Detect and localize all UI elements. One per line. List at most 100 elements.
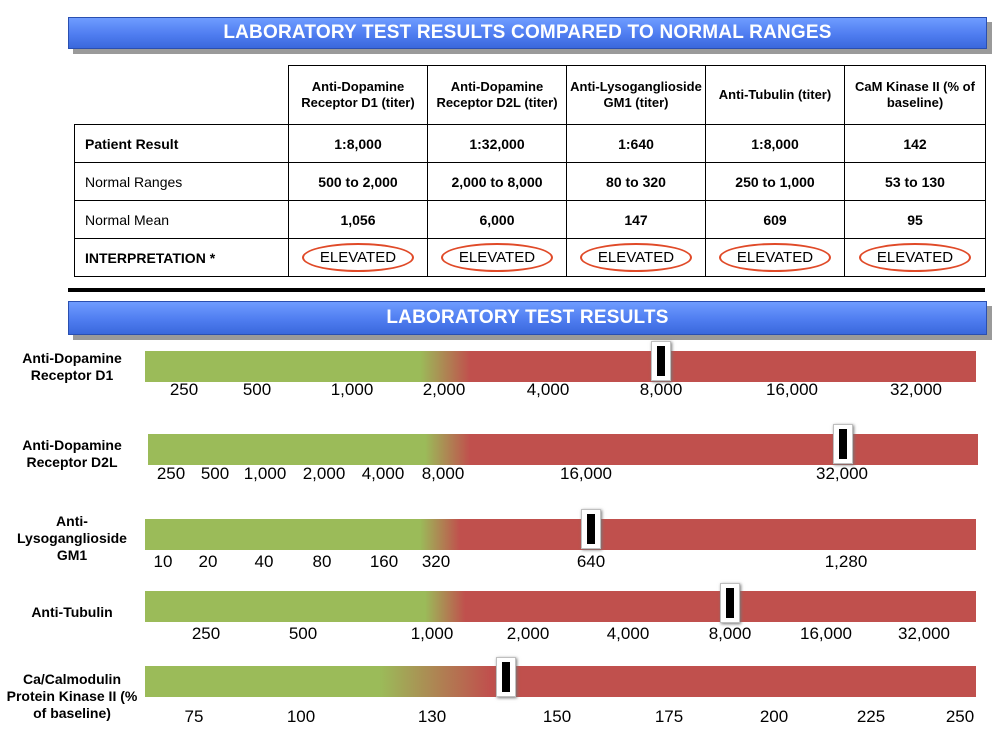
table-cell: 609 (705, 200, 845, 239)
results-title-banner: LABORATORY TEST RESULTS (68, 301, 987, 335)
table-cell: ELEVATED (427, 238, 567, 277)
tick-label: 2,000 (506, 624, 550, 643)
gauge-label: Anti-Tubulin (31, 604, 113, 620)
column-header: Anti-Dopamine Receptor D2L (titer) (427, 65, 567, 125)
tick-label: 500 (242, 380, 272, 399)
table-cell: 147 (566, 200, 706, 239)
column-header: Anti-Dopamine Receptor D1 (titer) (288, 65, 428, 125)
table-cell: ELEVATED (705, 238, 845, 277)
gauge-label: Anti-Lysoganglioside GM1 (17, 513, 127, 563)
table-cell: 53 to 130 (844, 162, 986, 201)
table-cell: 500 to 2,000 (288, 162, 428, 201)
tick-label: 16,000 (800, 624, 852, 643)
row-label: Normal Ranges (74, 162, 289, 201)
tick-label: 150 (542, 707, 572, 726)
tick-label: 175 (654, 707, 684, 726)
elevated-circle: ELEVATED (301, 243, 415, 272)
tick-label: 32,000 (816, 464, 868, 483)
tick-label: 32,000 (890, 380, 942, 399)
tick-label: 16,000 (766, 380, 818, 399)
table-cell: 250 to 1,000 (705, 162, 845, 201)
patient-result-marker (720, 583, 740, 623)
tick-label: 75 (184, 707, 204, 726)
tick-label: 1,000 (330, 380, 374, 399)
table-row: INTERPRETATION * ELEVATED ELEVATED ELEVA… (74, 238, 986, 277)
table-cell: 142 (844, 124, 986, 163)
elevated-circle: ELEVATED (858, 243, 972, 272)
table-cell: 1:8,000 (288, 124, 428, 163)
tick-label: 20 (198, 552, 218, 571)
tick-label: 250 (169, 380, 199, 399)
tick-label: 80 (312, 552, 332, 571)
table-row: Normal Ranges 500 to 2,000 2,000 to 8,00… (74, 162, 986, 201)
tick-label: 16,000 (560, 464, 612, 483)
range-bar (145, 519, 976, 550)
elevated-circle: ELEVATED (718, 243, 832, 272)
comparison-title-banner: LABORATORY TEST RESULTS COMPARED TO NORM… (68, 17, 987, 49)
tick-label: 32,000 (898, 624, 950, 643)
table-cell: 1:640 (566, 124, 706, 163)
tick-label: 2,000 (422, 380, 466, 399)
tick-label: 1,280 (824, 552, 868, 571)
table-cell: ELEVATED (844, 238, 986, 277)
elevated-circle: ELEVATED (440, 243, 554, 272)
column-header: CaM Kinase II (% of baseline) (844, 65, 986, 125)
tick-label: 8,000 (421, 464, 465, 483)
tick-label: 500 (200, 464, 230, 483)
table-cell: 2,000 to 8,000 (427, 162, 567, 201)
gauge-label: Anti-Dopamine Receptor D2L (22, 437, 122, 470)
row-label: Patient Result (74, 124, 289, 163)
tick-label: 130 (417, 707, 447, 726)
tick-label: 640 (576, 552, 606, 571)
table-row: Normal Mean 1,056 6,000 147 609 95 (74, 200, 986, 239)
range-bar (145, 591, 976, 622)
tick-label: 4,000 (606, 624, 650, 643)
tick-label: 1,000 (243, 464, 287, 483)
tick-label: 8,000 (708, 624, 752, 643)
tick-label: 4,000 (526, 380, 570, 399)
patient-result-marker (581, 509, 601, 549)
table-cell: 6,000 (427, 200, 567, 239)
tick-label: 1,000 (410, 624, 454, 643)
results-title: LABORATORY TEST RESULTS (386, 307, 669, 328)
gauge-label: Ca/Calmodulin Protein Kinase II (% of ba… (6, 671, 138, 721)
tick-label: 160 (369, 552, 399, 571)
tick-label: 2,000 (302, 464, 346, 483)
table-cell: 80 to 320 (566, 162, 706, 201)
table-cell: ELEVATED (566, 238, 706, 277)
row-label: Normal Mean (74, 200, 289, 239)
comparison-title: LABORATORY TEST RESULTS COMPARED TO NORM… (223, 22, 832, 43)
tick-label: 100 (286, 707, 316, 726)
table-cell: 1,056 (288, 200, 428, 239)
range-bar (148, 434, 978, 465)
tick-label: 250 (191, 624, 221, 643)
table-cell: ELEVATED (288, 238, 428, 277)
gauge-label: Anti-Dopamine Receptor D1 (22, 350, 122, 383)
elevated-circle: ELEVATED (579, 243, 693, 272)
table-cell: 1:32,000 (427, 124, 567, 163)
patient-result-marker (496, 657, 516, 697)
tick-label: 320 (421, 552, 451, 571)
table-row: Patient Result 1:8,000 1:32,000 1:640 1:… (74, 124, 986, 163)
patient-result-marker (833, 424, 853, 464)
tick-label: 250 (945, 707, 975, 726)
table-corner (74, 65, 289, 125)
tick-label: 10 (153, 552, 173, 571)
range-bar (145, 666, 976, 697)
table-cell: 1:8,000 (705, 124, 845, 163)
column-header: Anti-Lysoganglioside GM1 (titer) (566, 65, 706, 125)
column-header: Anti-Tubulin (titer) (705, 65, 845, 125)
tick-label: 225 (856, 707, 886, 726)
row-label: INTERPRETATION * (74, 238, 289, 277)
range-bar (145, 351, 976, 382)
tick-label: 4,000 (361, 464, 405, 483)
tick-label: 8,000 (639, 380, 683, 399)
table-header-row: Anti-Dopamine Receptor D1 (titer) Anti-D… (74, 65, 986, 125)
table-cell: 95 (844, 200, 986, 239)
tick-label: 250 (156, 464, 186, 483)
tick-label: 500 (288, 624, 318, 643)
section-divider (68, 288, 985, 292)
patient-result-marker (651, 341, 671, 381)
results-table: Anti-Dopamine Receptor D1 (titer) Anti-D… (74, 65, 986, 277)
tick-label: 40 (254, 552, 274, 571)
